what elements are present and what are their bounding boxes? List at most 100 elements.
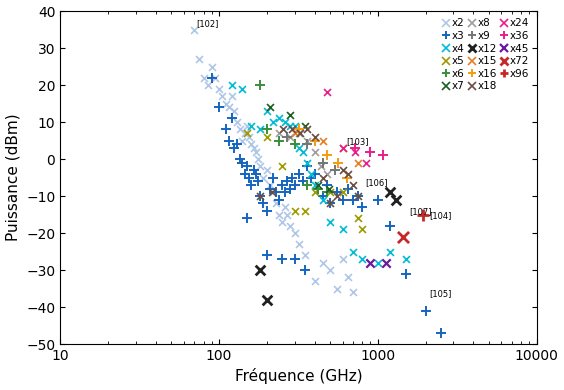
x3: [262, 208, 271, 214]
x18: [338, 167, 347, 173]
x3: [232, 141, 241, 147]
x4: [338, 226, 347, 232]
x4: [310, 182, 319, 188]
x7: [324, 186, 333, 192]
x18: [278, 126, 287, 133]
x3: [221, 126, 230, 133]
x18: [332, 193, 341, 199]
x3: [437, 330, 446, 336]
x18: [303, 126, 312, 133]
x2: [207, 64, 216, 70]
x4: [303, 160, 312, 166]
Text: [105]: [105]: [429, 289, 451, 298]
x36: [351, 145, 360, 151]
x5: [325, 189, 334, 195]
x4: [237, 86, 246, 92]
x2: [269, 189, 278, 195]
x3: [294, 171, 303, 177]
x3: [301, 267, 310, 273]
x3: [332, 189, 341, 195]
x2: [343, 274, 352, 280]
x3: [318, 193, 327, 199]
x16: [342, 174, 351, 181]
x3: [290, 256, 299, 262]
x3: [275, 197, 284, 203]
x2: [203, 82, 212, 88]
x9: [283, 134, 292, 140]
x2: [227, 93, 236, 99]
x2: [237, 137, 246, 144]
x18: [354, 193, 363, 199]
x3: [243, 215, 252, 222]
x16: [323, 152, 332, 158]
x18: [288, 126, 297, 133]
x3: [247, 182, 256, 188]
x4: [349, 248, 358, 255]
x36: [366, 149, 375, 155]
x18: [318, 174, 327, 181]
x12: [386, 189, 395, 195]
x3: [299, 178, 308, 184]
x3: [310, 171, 319, 177]
x4: [275, 115, 284, 121]
x3: [401, 271, 410, 277]
x2: [266, 182, 275, 188]
x4: [306, 171, 315, 177]
x3: [251, 171, 260, 177]
x4: [262, 108, 271, 114]
x3: [290, 182, 299, 188]
x3: [358, 204, 367, 210]
x15: [318, 137, 327, 144]
x8: [294, 130, 303, 136]
x3: [277, 256, 287, 262]
x3: [386, 223, 395, 229]
x2: [247, 141, 256, 147]
x2: [249, 145, 258, 151]
x3: [288, 174, 297, 181]
x2: [349, 289, 358, 295]
x2: [275, 211, 284, 218]
x3: [253, 178, 262, 184]
x2: [325, 267, 334, 273]
Legend: x2, x3, x4, x5, x6, x7, x8, x9, x12, x15, x16, x18, x24, x36, x45, x72, x96: x2, x3, x4, x5, x6, x7, x8, x9, x12, x15…: [440, 16, 531, 94]
x4: [358, 256, 367, 262]
x6: [314, 186, 323, 192]
x3: [280, 189, 289, 195]
Text: [106]: [106]: [365, 178, 388, 187]
x6: [303, 182, 312, 188]
x3: [343, 186, 352, 192]
x18: [349, 182, 358, 188]
x2: [218, 93, 227, 99]
x2: [259, 174, 268, 181]
x2: [251, 149, 260, 155]
x2: [224, 104, 233, 110]
x4: [299, 149, 308, 155]
x3: [354, 193, 363, 199]
x24: [361, 160, 370, 166]
x3: [421, 308, 430, 314]
x4: [280, 119, 289, 125]
x5: [301, 208, 310, 214]
x2: [338, 256, 347, 262]
x2: [262, 167, 271, 173]
Text: [103]: [103]: [346, 137, 368, 146]
x3: [303, 163, 312, 170]
x3: [259, 200, 268, 207]
x18: [310, 134, 319, 140]
x2: [255, 163, 264, 170]
x2: [214, 86, 223, 92]
x6: [323, 189, 332, 195]
x3: [255, 193, 264, 199]
x9: [331, 167, 340, 173]
x5: [243, 130, 252, 136]
x3: [306, 174, 315, 181]
x3: [269, 174, 278, 181]
x3: [266, 186, 275, 192]
x2: [195, 56, 204, 62]
x3: [323, 182, 332, 188]
x12: [391, 197, 400, 203]
Text: [102]: [102]: [196, 19, 218, 28]
x7: [266, 104, 275, 110]
x3: [243, 163, 252, 170]
x36: [378, 152, 387, 158]
